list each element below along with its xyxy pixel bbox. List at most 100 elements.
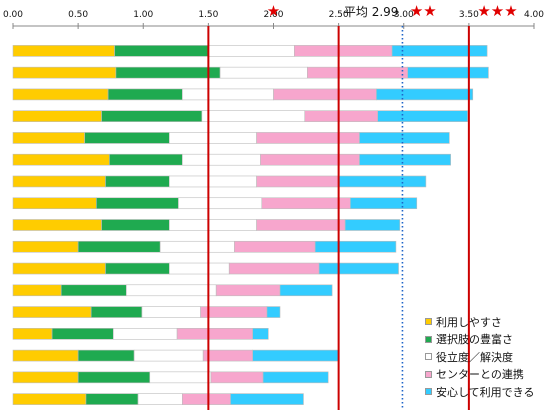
bar-segment <box>90 306 143 318</box>
bar-segment <box>230 393 304 405</box>
bar-segment <box>176 328 253 340</box>
bar-segment <box>12 132 85 144</box>
bar-segment <box>12 240 79 253</box>
bar-segment <box>141 306 201 318</box>
bar-segment <box>219 66 308 79</box>
bar-segment <box>12 45 115 57</box>
bar-segment <box>252 328 269 340</box>
bar-segment <box>12 306 92 318</box>
legend-swatch <box>425 370 432 378</box>
bar-segment <box>77 349 135 362</box>
bar-segment <box>169 132 257 144</box>
chart-annotations: 平均 2.99★ ★★ ★★★ <box>267 2 518 20</box>
bar-segment <box>77 240 161 253</box>
bar-segment <box>84 132 170 144</box>
x-tick-label: 1.00 <box>133 10 153 20</box>
bar-segment <box>261 197 351 210</box>
bar-segment <box>169 175 257 188</box>
legend-label: 役立度／解決度 <box>436 350 513 364</box>
bar-segment <box>12 88 109 101</box>
bar-segment <box>318 262 399 275</box>
bar-segment <box>252 349 339 362</box>
bar-segment <box>407 66 489 79</box>
legend-item: センターとの連携 <box>425 366 545 384</box>
average-label: 平均 2.99 <box>344 5 399 19</box>
bar-segment <box>215 284 281 297</box>
bar-segment <box>182 153 261 166</box>
bar-segment <box>350 197 418 210</box>
bar-segment <box>51 328 114 340</box>
bar-segment <box>169 219 257 231</box>
legend-label: センターとの連携 <box>436 368 524 382</box>
star-rating-marker: ★ <box>267 2 280 20</box>
bar-segment <box>256 175 339 188</box>
x-tick-label: 2.00 <box>263 10 283 20</box>
legend: 利用しやすさ 選択肢の豊富さ 役立度／解決度 センターとの連携 安心して利用できる <box>425 313 545 401</box>
bar-segment <box>60 284 127 297</box>
legend-swatch <box>425 353 432 361</box>
bar-segment <box>12 349 79 362</box>
bar-segment <box>260 153 360 166</box>
bar-segment <box>182 88 274 101</box>
bar-segment <box>12 393 87 405</box>
star-rating-marker: ★★★ <box>477 2 517 20</box>
bar-segment <box>77 371 151 384</box>
bar-segment <box>178 197 263 210</box>
bar-segment <box>133 349 204 362</box>
legend-swatch <box>425 335 432 343</box>
bar-segment <box>126 284 217 297</box>
legend-label: 選択肢の豊富さ <box>436 333 513 347</box>
bar-segment <box>359 132 450 144</box>
x-tick-label: 0.00 <box>3 10 23 20</box>
bar-segment <box>208 45 295 57</box>
bar-segment <box>391 45 488 57</box>
bar-segment <box>338 175 427 188</box>
bar-segment <box>376 88 474 101</box>
bar-segment <box>210 371 264 384</box>
bar-segment <box>307 66 408 79</box>
x-axis: 0.00 0.50 1.00 1.50 2.00 2.50 3.00 3.50 4.00 <box>3 10 544 29</box>
bar-segment <box>12 284 62 297</box>
bar-segment <box>12 219 102 231</box>
bar-segment <box>201 110 306 122</box>
legend-item: 利用しやすさ <box>425 313 545 331</box>
bar-segment <box>107 88 183 101</box>
bar-segment <box>359 153 451 166</box>
legend-item: 選択肢の豊富さ <box>425 331 545 349</box>
bar-segment <box>12 197 97 210</box>
x-tick-label: 0.50 <box>68 10 88 20</box>
bar-segment <box>101 219 170 231</box>
bar-segment <box>85 393 139 405</box>
bar-segment <box>12 371 79 384</box>
legend-label: 利用しやすさ <box>436 315 502 329</box>
bar-segment <box>344 219 401 231</box>
bar-segment <box>234 240 316 253</box>
x-tick-label: 4.00 <box>524 10 544 20</box>
bar-segment <box>202 349 253 362</box>
bar-segment <box>12 66 117 79</box>
bar-segment <box>228 262 320 275</box>
bar-segment <box>256 132 360 144</box>
bar-segment <box>105 262 170 275</box>
bar-segment <box>109 153 183 166</box>
bar-segment <box>314 240 397 253</box>
bar-segment <box>149 371 212 384</box>
bar-segment <box>256 219 346 231</box>
x-tick-label: 1.50 <box>198 10 218 20</box>
bar-segment <box>279 284 333 297</box>
bar-segment <box>112 328 178 340</box>
bar-segment <box>304 110 379 122</box>
bar-segment <box>12 175 106 188</box>
legend-label: 安心して利用できる <box>436 385 535 399</box>
bar-segment <box>200 306 268 318</box>
legend-swatch <box>425 388 432 396</box>
bar-segment <box>294 45 393 57</box>
bar-segment <box>12 262 106 275</box>
bar-segment <box>159 240 235 253</box>
bar-segment <box>114 45 209 57</box>
bar-segment <box>12 110 102 122</box>
legend-swatch <box>425 318 432 326</box>
bar-segment <box>182 393 231 405</box>
x-tick-label: 3.00 <box>394 10 414 20</box>
